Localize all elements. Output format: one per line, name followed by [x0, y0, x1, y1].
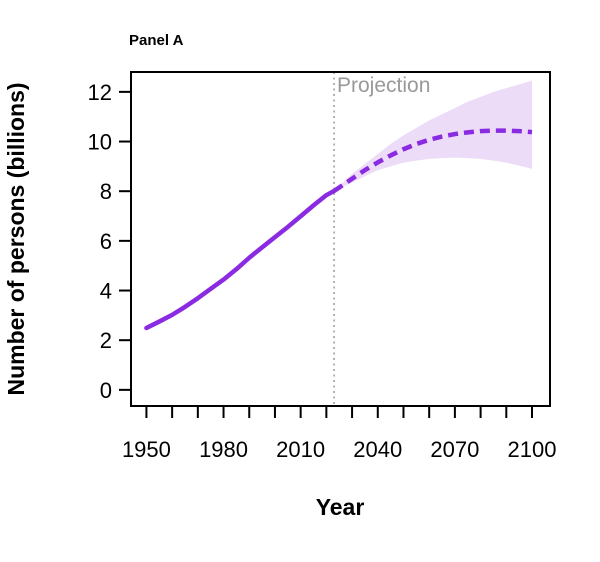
- x-tick-label: 2010: [276, 437, 325, 462]
- x-tick-label: 2070: [430, 437, 479, 462]
- projection-label: Projection: [337, 74, 430, 97]
- x-tick-label: 2040: [353, 437, 402, 462]
- y-tick-label: 0: [100, 378, 112, 403]
- y-tick-label: 6: [100, 229, 112, 254]
- x-tick-label: 1980: [199, 437, 248, 462]
- plot-layer: 1950 1980 2010 2040 2070 2100 0 2 4 6 8 10 12: [88, 71, 557, 462]
- projection-median-line: [332, 128, 533, 193]
- plot-border: [130, 71, 551, 407]
- panel-title: Panel A: [129, 32, 184, 49]
- y-axis-title: Number of persons (billions): [3, 82, 29, 395]
- x-axis-title: Year: [316, 494, 365, 520]
- y-tick-label: 12: [88, 80, 112, 105]
- y-tick-label: 10: [88, 130, 112, 155]
- y-tick-label: 8: [100, 179, 112, 204]
- x-tick-label: 2100: [508, 437, 557, 462]
- estimates-line: [144, 188, 337, 331]
- y-tick-label: 4: [100, 279, 112, 304]
- uncertainty-band: [334, 80, 533, 191]
- y-tick-label: 2: [100, 328, 112, 353]
- x-tick-label: 1950: [122, 437, 171, 462]
